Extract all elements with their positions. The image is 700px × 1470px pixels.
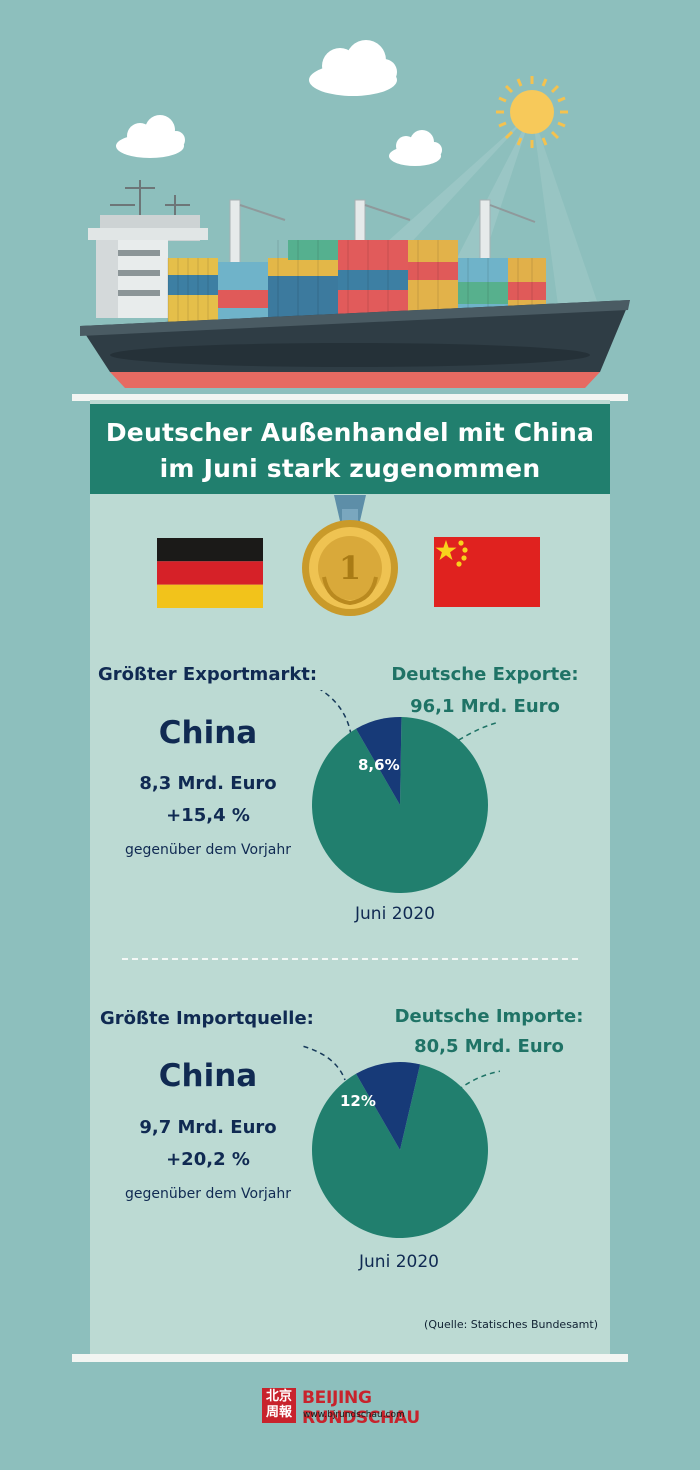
title-banner: Deutscher Außenhandel mit China im Juni … bbox=[90, 404, 610, 494]
sun-icon bbox=[496, 76, 568, 148]
import-change: +20,2 % bbox=[166, 1149, 250, 1170]
title-line-1: Deutscher Außenhandel mit China bbox=[105, 418, 595, 447]
export-pie-chart: 8,6% bbox=[312, 690, 496, 893]
export-country: China bbox=[158, 715, 258, 751]
ship-bridge bbox=[88, 180, 208, 318]
ship-illustration bbox=[80, 40, 630, 388]
export-date: Juni 2020 bbox=[355, 904, 435, 924]
export-market-label: Größter Exportmarkt: bbox=[98, 664, 318, 685]
import-source-label: Größte Importquelle: bbox=[100, 1008, 314, 1029]
import-pie-slice-china bbox=[356, 1062, 421, 1150]
import-comparison: gegenüber dem Vorjahr bbox=[125, 1186, 291, 1202]
cloud-icon bbox=[309, 40, 397, 96]
beijing-rundschau-logo: 北京周報 BEIJING RUNDSCHAU www.bjrundschau.c… bbox=[262, 1388, 462, 1428]
brand-name: BEIJING RUNDSCHAU bbox=[302, 1388, 420, 1428]
cloud-icon bbox=[389, 130, 442, 166]
medal-icon: 1 bbox=[302, 495, 398, 616]
title-line-2: im Juni stark zugenommen bbox=[159, 454, 541, 483]
export-pie-label: 8,6% bbox=[358, 756, 400, 774]
export-leader-line-left bbox=[319, 690, 352, 736]
medal-number: 1 bbox=[339, 549, 361, 587]
import-amount: 9,7 Mrd. Euro bbox=[139, 1117, 277, 1138]
import-pie-chart: 12% bbox=[300, 1044, 500, 1239]
export-amount: 8,3 Mrd. Euro bbox=[139, 773, 277, 794]
import-date: Juni 2020 bbox=[359, 1252, 439, 1272]
section-divider bbox=[122, 958, 578, 960]
logo-emblem: 北京周報 bbox=[262, 1388, 296, 1423]
export-pie-slice-china bbox=[356, 716, 402, 805]
export-total-label: Deutsche Exporte: bbox=[391, 664, 579, 685]
import-total-label: Deutsche Importe: bbox=[394, 1006, 584, 1027]
brand-url: www.bjrundschau.com bbox=[303, 1410, 405, 1420]
cloud-icon bbox=[116, 115, 185, 158]
china-flag-icon bbox=[434, 537, 540, 607]
bottom-rail bbox=[72, 1354, 628, 1362]
import-country: China bbox=[158, 1058, 258, 1094]
top-rail bbox=[72, 394, 628, 401]
export-change: +15,4 % bbox=[166, 805, 250, 826]
source-note: (Quelle: Statisches Bundesamt) bbox=[424, 1318, 598, 1331]
import-leader-line-right bbox=[457, 1070, 500, 1091]
export-comparison: gegenüber dem Vorjahr bbox=[125, 842, 291, 858]
import-pie-label: 12% bbox=[340, 1092, 376, 1110]
germany-flag-icon bbox=[157, 538, 263, 608]
export-pie-slice-rest bbox=[312, 717, 489, 893]
import-leader-line-left bbox=[300, 1044, 346, 1081]
import-pie-slice-rest bbox=[311, 1064, 488, 1239]
import-total-value: 80,5 Mrd. Euro bbox=[414, 1036, 564, 1057]
ship-hull bbox=[80, 300, 630, 388]
export-total-value: 96,1 Mrd. Euro bbox=[410, 696, 560, 717]
